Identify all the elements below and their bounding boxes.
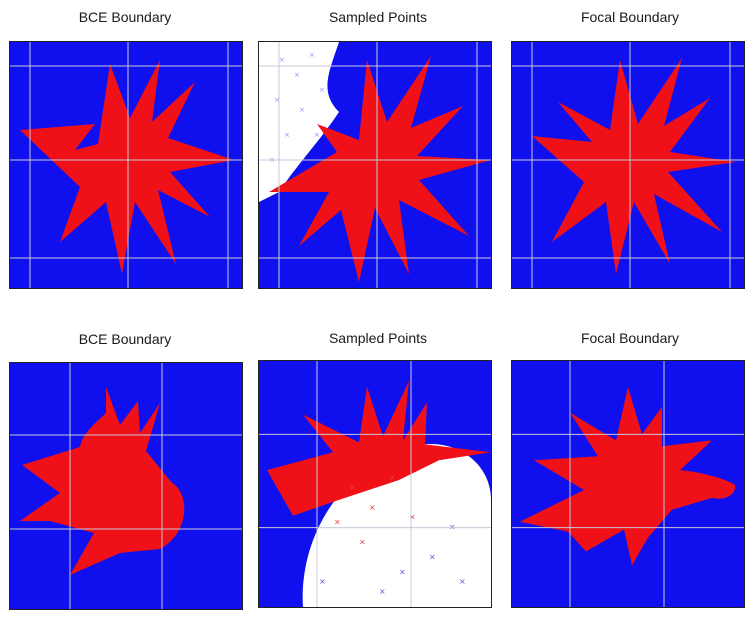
svg-text:×: × bbox=[274, 96, 280, 104]
red-region bbox=[269, 56, 491, 282]
red-region bbox=[520, 386, 736, 566]
panel-title-sampled-1: Sampled Points bbox=[328, 9, 428, 25]
svg-text:×: × bbox=[279, 56, 285, 64]
svg-text:×: × bbox=[459, 577, 466, 586]
svg-text:×: × bbox=[309, 51, 315, 59]
panel-focal-boundary-1 bbox=[511, 41, 745, 289]
svg-text:×: × bbox=[299, 106, 305, 114]
svg-text:×: × bbox=[369, 503, 376, 512]
red-region bbox=[20, 387, 185, 575]
svg-text:×: × bbox=[399, 567, 406, 576]
red-region bbox=[267, 380, 491, 516]
svg-text:×: × bbox=[409, 513, 416, 522]
svg-text:×: × bbox=[429, 552, 436, 561]
svg-text:×: × bbox=[389, 473, 396, 482]
panel-title-bce-2: BCE Boundary bbox=[78, 331, 172, 347]
svg-text:×: × bbox=[284, 131, 290, 139]
red-region bbox=[532, 58, 736, 274]
panel-title-focal-2: Focal Boundary bbox=[580, 330, 680, 346]
panel-title-sampled-2: Sampled Points bbox=[328, 330, 428, 346]
svg-text:×: × bbox=[319, 577, 326, 586]
svg-text:×: × bbox=[449, 523, 456, 532]
panel-bce-boundary-2 bbox=[9, 362, 243, 610]
svg-text:×: × bbox=[359, 538, 366, 547]
panel-bce-boundary-1 bbox=[9, 41, 243, 289]
svg-text:×: × bbox=[349, 483, 356, 492]
svg-text:×: × bbox=[314, 131, 320, 139]
panel-title-bce-1: BCE Boundary bbox=[78, 9, 172, 25]
panel-focal-boundary-2 bbox=[511, 360, 745, 608]
svg-text:×: × bbox=[294, 71, 300, 79]
svg-text:×: × bbox=[334, 518, 341, 527]
panel-title-focal-1: Focal Boundary bbox=[580, 9, 680, 25]
svg-text:×: × bbox=[319, 86, 325, 94]
red-region bbox=[20, 60, 234, 274]
panel-sampled-points-1: × × × × × × × × × bbox=[258, 41, 492, 289]
panel-sampled-points-2: × × × × × × × × × × × × bbox=[258, 360, 492, 608]
svg-text:×: × bbox=[379, 587, 386, 596]
